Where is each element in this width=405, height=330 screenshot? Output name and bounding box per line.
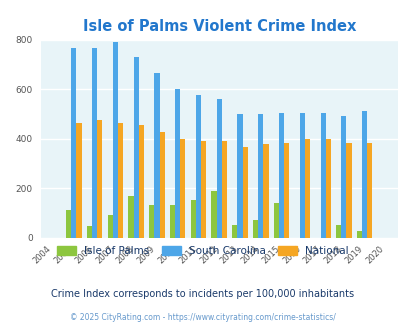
Bar [97,120,102,238]
Bar [335,225,341,238]
Bar [221,141,226,238]
Bar [107,215,113,238]
Legend: Isle of Palms, South Carolina, National: Isle of Palms, South Carolina, National [53,242,352,260]
Bar [195,95,200,238]
Bar [180,139,185,238]
Bar [190,200,195,238]
Bar [284,143,289,238]
Bar [139,125,144,238]
Bar [66,211,71,238]
Bar [361,112,367,238]
Bar [76,122,81,238]
Bar [278,113,284,238]
Bar [341,116,345,238]
Title: Isle of Palms Violent Crime Index: Isle of Palms Violent Crime Index [82,19,355,34]
Bar [263,144,268,238]
Bar [128,195,133,238]
Bar [169,205,175,238]
Bar [304,139,309,238]
Bar [200,141,206,238]
Bar [71,48,76,238]
Bar [175,89,180,238]
Bar [242,147,247,238]
Bar [211,190,216,238]
Bar [133,57,139,238]
Bar [325,139,330,238]
Bar [154,73,159,238]
Bar [237,114,242,238]
Bar [367,143,371,238]
Bar [232,225,237,238]
Bar [299,113,304,238]
Bar [356,231,361,238]
Bar [345,143,351,238]
Bar [216,99,221,238]
Bar [149,205,154,238]
Bar [273,203,278,238]
Bar [258,114,263,238]
Bar [87,226,92,238]
Bar [252,220,258,238]
Bar [118,122,123,238]
Bar [320,113,325,238]
Bar [159,132,164,238]
Text: Crime Index corresponds to incidents per 100,000 inhabitants: Crime Index corresponds to incidents per… [51,289,354,299]
Bar [113,42,118,238]
Bar [92,48,97,238]
Text: © 2025 CityRating.com - https://www.cityrating.com/crime-statistics/: © 2025 CityRating.com - https://www.city… [70,313,335,322]
